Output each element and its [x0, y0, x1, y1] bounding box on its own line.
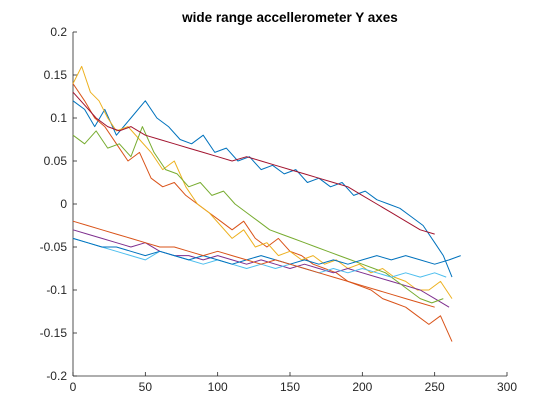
- x-tick-label: 150: [280, 380, 300, 394]
- y-tick-label: 0.1: [50, 111, 67, 125]
- series-line-8: [72, 237, 461, 265]
- y-tick-label: 0.15: [44, 68, 68, 82]
- y-tick-label: 0: [60, 197, 67, 211]
- series-line-4: [72, 229, 450, 308]
- x-tick-label: 250: [425, 380, 445, 394]
- x-tick-label: 300: [497, 380, 517, 394]
- series-line-2: [72, 83, 453, 342]
- x-axis-ticks: 0 50 100 150 200 250 300: [70, 372, 517, 394]
- x-tick-label: 200: [352, 380, 372, 394]
- series-line-9: [72, 220, 435, 308]
- series-line-1: [72, 100, 453, 278]
- y-tick-label: -0.1: [46, 283, 67, 297]
- x-tick-label: 50: [139, 380, 153, 394]
- series-layer: [72, 65, 461, 342]
- y-tick-label: 0.05: [44, 154, 68, 168]
- y-tick-label: 0.2: [50, 25, 67, 39]
- series-line-7: [72, 91, 435, 235]
- x-tick-label: 0: [70, 380, 77, 394]
- series-line-6: [72, 237, 447, 278]
- axes-box: [72, 32, 507, 377]
- y-tick-label: -0.15: [40, 326, 68, 340]
- y-tick-label: -0.05: [40, 240, 68, 254]
- y-axis-ticks: -0.2 -0.15 -0.1 -0.05 0 0.05 0.1 0.15 0.2: [40, 25, 77, 383]
- x-tick-label: 100: [208, 380, 228, 394]
- chart-title: wide range accellerometer Y axes: [181, 10, 398, 25]
- series-line-5: [72, 126, 444, 304]
- series-line-3: [72, 65, 453, 299]
- y-tick-label: -0.2: [46, 369, 67, 383]
